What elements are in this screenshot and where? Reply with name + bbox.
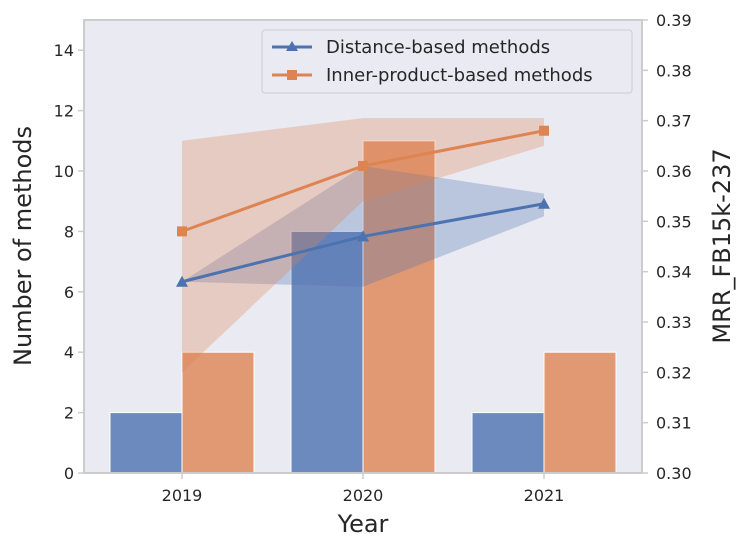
right-tick-label-0.37: 0.37	[656, 112, 692, 131]
legend-box	[261, 29, 633, 94]
left-tick-label-2: 2	[64, 404, 74, 423]
right-tick-label-0.33: 0.33	[656, 313, 692, 332]
left-tick-label-12: 12	[54, 102, 74, 121]
right-tick-label-0.38: 0.38	[656, 61, 692, 80]
left-tick-label-0: 0	[64, 464, 74, 483]
right-tick-label-0.35: 0.35	[656, 212, 692, 231]
left-tick-label-4: 4	[64, 343, 74, 362]
point-inner-2021	[539, 125, 549, 136]
right-tick-label-0.30: 0.30	[656, 464, 692, 483]
legend-label-distance: Distance-based methods	[326, 37, 550, 58]
point-inner-2020	[358, 160, 368, 171]
point-distance-2021	[538, 197, 550, 209]
right-tick-label-0.39: 0.39	[656, 11, 692, 30]
bar-distance-2019	[109, 412, 183, 474]
right-tick-label-0.36: 0.36	[656, 162, 692, 181]
legend-marker-square	[287, 70, 297, 80]
x-tick-label-2019: 2019	[162, 486, 203, 505]
point-distance-2020	[357, 230, 369, 242]
x-tick-label-2021: 2021	[524, 486, 565, 505]
legend-label-inner: Inner-product-based methods	[326, 65, 593, 86]
bar-inner-2021	[543, 351, 617, 474]
legend-marker-triangle	[286, 41, 298, 51]
bar-inner-2020	[362, 140, 436, 474]
left-tick-label-6: 6	[64, 283, 74, 302]
right-tick-label-0.34: 0.34	[656, 263, 692, 282]
legend: Distance-based methods Inner-product-bas…	[261, 29, 633, 94]
bar-distance-2020	[290, 230, 364, 474]
point-distance-2019	[176, 275, 188, 287]
left-tick-label-14: 14	[54, 41, 74, 60]
right-tick-label-0.32: 0.32	[656, 363, 692, 382]
band-inner	[182, 118, 544, 373]
x-tick-label-2020: 2020	[343, 486, 384, 505]
y-axis-label-right: MRR_FB15k-237	[708, 148, 736, 343]
left-tick-label-8: 8	[64, 222, 74, 241]
y-axis-label-left: Number of methods	[9, 126, 37, 366]
bar-distance-2021	[471, 412, 545, 474]
bar-inner-2019	[181, 351, 255, 474]
left-tick-label-10: 10	[54, 162, 74, 181]
x-axis-label: Year	[337, 510, 389, 538]
right-tick-label-0.31: 0.31	[656, 414, 692, 433]
band-distance	[182, 165, 544, 287]
point-inner-2019	[177, 226, 187, 237]
